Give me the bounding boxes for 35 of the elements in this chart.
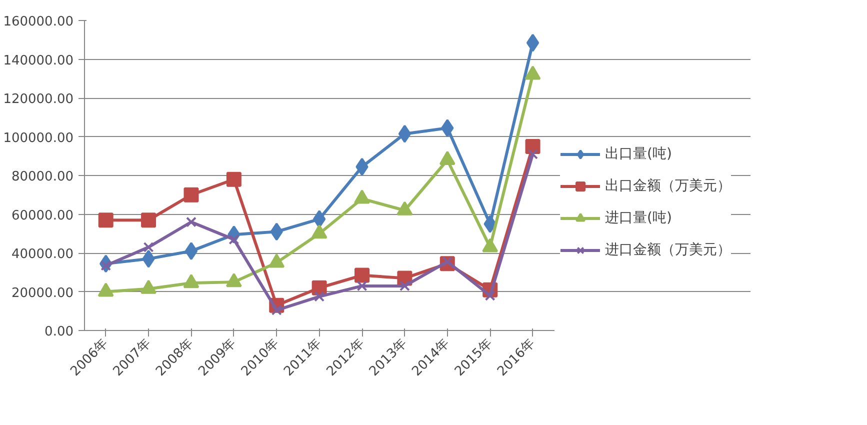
legend-label: 进口金额（万美元） bbox=[605, 241, 731, 259]
point bbox=[441, 119, 454, 138]
point bbox=[141, 212, 156, 228]
legend-label: 出口量(吨) bbox=[605, 145, 672, 163]
point bbox=[142, 250, 155, 268]
point bbox=[356, 280, 368, 292]
point bbox=[184, 242, 198, 260]
point bbox=[314, 291, 325, 302]
point bbox=[354, 268, 370, 283]
point bbox=[399, 280, 410, 292]
point bbox=[398, 124, 412, 143]
y-tick-label: 0.00 bbox=[44, 324, 74, 340]
point bbox=[356, 158, 368, 176]
point bbox=[484, 290, 496, 301]
y-tick-label: 140000.00 bbox=[3, 53, 74, 68]
y-tick-label: 120000.00 bbox=[3, 92, 74, 107]
point bbox=[270, 222, 283, 241]
y-tick-label: 160000.00 bbox=[3, 14, 74, 30]
point bbox=[226, 172, 242, 187]
point bbox=[186, 216, 196, 228]
y-tick-label: 20000.00 bbox=[11, 286, 74, 301]
point bbox=[312, 210, 326, 228]
point bbox=[184, 187, 199, 202]
point bbox=[526, 34, 540, 52]
point bbox=[484, 214, 496, 233]
point bbox=[143, 242, 154, 252]
y-tick-label: 80000.00 bbox=[11, 170, 74, 184]
point bbox=[528, 148, 538, 160]
y-tick-label: 60000.00 bbox=[11, 208, 74, 224]
y-tick-label: 100000.00 bbox=[3, 130, 74, 146]
y-tick-label: 40000.00 bbox=[11, 247, 74, 262]
point bbox=[98, 212, 114, 228]
legend-label: 进口量(吨) bbox=[605, 209, 672, 227]
point bbox=[525, 138, 540, 154]
legend-label: 出口金额（万美元） bbox=[605, 177, 731, 195]
